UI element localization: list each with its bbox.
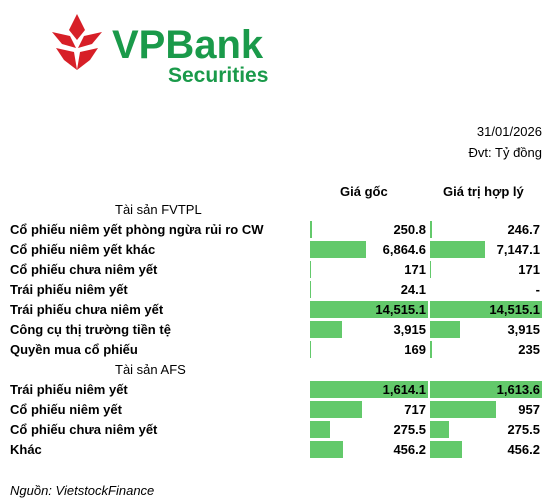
cell-value: 717: [404, 402, 426, 417]
column-header: Giá trị hợp lý: [443, 184, 524, 199]
cell-value: -: [535, 282, 540, 297]
data-bar: [430, 241, 486, 258]
data-bar: [430, 381, 542, 398]
cell-value: 456.2: [507, 442, 540, 457]
cell-value: 456.2: [393, 442, 426, 457]
data-bar: [310, 381, 428, 398]
data-bar: [310, 401, 363, 418]
unit: Đvt: Tỷ đồng: [468, 145, 542, 160]
data-bar: [430, 221, 432, 238]
logo-subtext: Securities: [168, 64, 268, 87]
data-bar: [430, 401, 497, 418]
data-bar: [430, 261, 432, 278]
row-label: Cổ phiếu niêm yết khác: [10, 242, 156, 257]
cell-value: 246.7: [507, 222, 540, 237]
data-bar: [310, 221, 313, 238]
cell-value: 3,915: [393, 322, 426, 337]
section-title: Tài sản FVTPL: [115, 202, 202, 217]
data-bar: [310, 421, 331, 438]
data-bar: [430, 301, 542, 318]
cell-value: 275.5: [393, 422, 426, 437]
row-label: Trái phiếu niêm yết: [10, 282, 128, 297]
cell-value: 275.5: [507, 422, 540, 437]
data-bar: [310, 241, 366, 258]
row-label: Trái phiếu chưa niêm yết: [10, 302, 164, 317]
data-bar: [310, 261, 312, 278]
data-bar: [430, 341, 432, 358]
cell-value: 171: [518, 262, 540, 277]
cell-value: 24.1: [400, 282, 426, 297]
section-title: Tài sản AFS: [115, 362, 186, 377]
source: Nguồn: VietstockFinance: [10, 483, 155, 498]
cell-value: 235: [518, 342, 540, 357]
cell-value: 169: [404, 342, 426, 357]
logo: VPBank Securities: [52, 14, 268, 87]
row-label: Trái phiếu niêm yết: [10, 382, 128, 397]
data-bar: [430, 421, 450, 438]
data-bar: [310, 341, 312, 358]
data-bar: [310, 441, 344, 458]
row-label: Quyền mua cổ phiếu: [10, 342, 138, 357]
cell-value: 1,613.6: [496, 382, 540, 397]
cell-value: 7,147.1: [496, 242, 540, 257]
cell-value: 250.8: [393, 222, 426, 237]
row-label: Công cụ thị trường tiền tệ: [10, 322, 171, 337]
column-header: Giá gốc: [340, 184, 388, 199]
cell-value: 6,864.6: [382, 242, 426, 257]
data-bar: [430, 441, 462, 458]
row-label: Khác: [10, 442, 42, 457]
cell-value: 14,515.1: [489, 302, 540, 317]
cell-value: 171: [404, 262, 426, 277]
logo-text: VPBank: [112, 23, 264, 67]
data-bar: [430, 321, 461, 338]
data-bar: [310, 321, 342, 338]
row-label: Cổ phiếu chưa niêm yết: [10, 422, 158, 437]
cell-value: 1,614.1: [382, 382, 426, 397]
row-label: Cổ phiếu chưa niêm yết: [10, 262, 158, 277]
data-bar: [310, 301, 428, 318]
date: 31/01/2026: [476, 124, 542, 139]
row-label: Cổ phiếu niêm yết phòng ngừa rủi ro CW: [10, 222, 264, 237]
cell-value: 3,915: [507, 322, 540, 337]
cell-value: 14,515.1: [375, 302, 426, 317]
cell-value: 957: [518, 402, 540, 417]
row-label: Cổ phiếu niêm yết: [10, 402, 122, 417]
logo-mark: [52, 14, 102, 70]
